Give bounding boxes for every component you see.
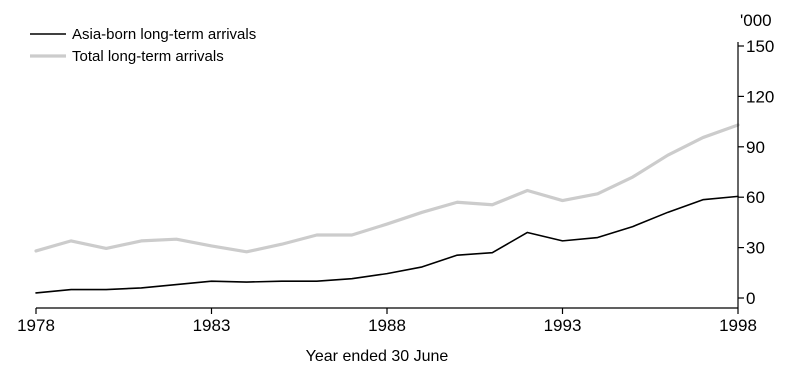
x-tick-label-1988: 1988 xyxy=(368,316,406,335)
y-axis-ticks: 0 30 60 90 120 150 xyxy=(738,37,774,308)
y-tick-label-150: 150 xyxy=(746,37,774,56)
y-tick-label-90: 90 xyxy=(746,138,765,157)
legend-item-total: Total long-term arrivals xyxy=(30,48,224,65)
x-axis-ticks: 1978 1983 1988 1993 1998 xyxy=(17,308,757,335)
legend-label-total: Total long-term arrivals xyxy=(72,48,224,65)
x-axis-title: Year ended 30 June xyxy=(306,348,449,365)
series-layer xyxy=(34,123,740,294)
series-line-total xyxy=(34,123,740,254)
y-axis-unit-label: '000 xyxy=(740,11,772,30)
y-tick-label-120: 120 xyxy=(746,87,774,106)
y-tick-label-0: 0 xyxy=(746,289,755,308)
y-tick-label-30: 30 xyxy=(746,239,765,258)
series-line-asia-born xyxy=(35,195,739,294)
y-tick-label-60: 60 xyxy=(746,188,765,207)
legend-item-asia-born: Asia-born long-term arrivals xyxy=(30,26,256,43)
legend: Asia-born long-term arrivals Total long-… xyxy=(30,26,256,65)
x-tick-label-1993: 1993 xyxy=(544,316,582,335)
x-tick-label-1978: 1978 xyxy=(17,316,55,335)
x-tick-label-1998: 1998 xyxy=(719,316,757,335)
legend-label-asia-born: Asia-born long-term arrivals xyxy=(72,26,256,43)
x-tick-label-1983: 1983 xyxy=(193,316,231,335)
